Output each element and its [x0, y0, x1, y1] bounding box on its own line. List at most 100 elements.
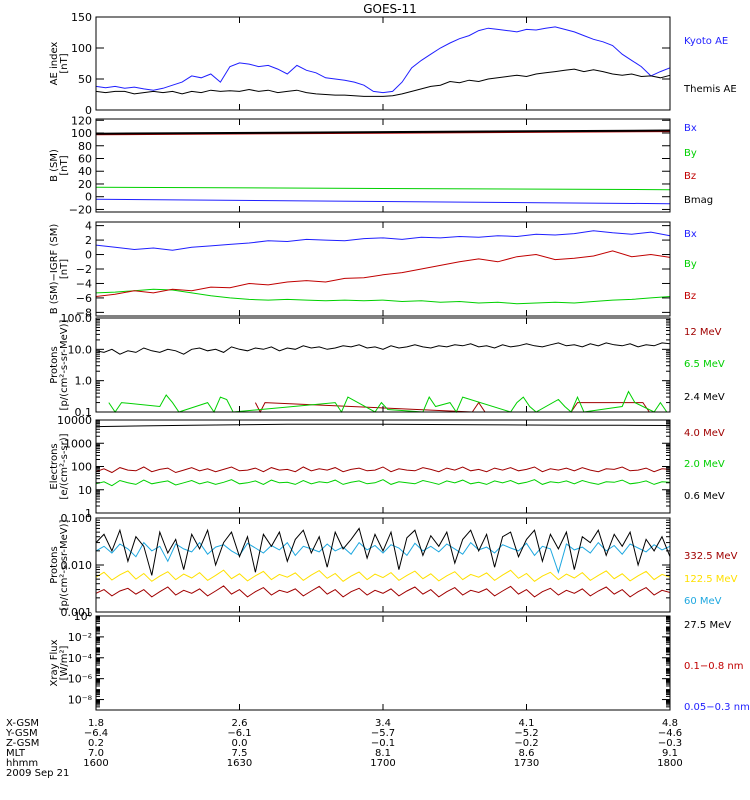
x-axis-tick-label: 4.8: [662, 718, 678, 729]
y-axis-label-line: B (SM): [49, 149, 60, 182]
y-axis-label-line: [p/(cm²-s-sr-MeV)]: [59, 319, 70, 410]
y-tick-label: 1000: [64, 437, 92, 450]
x-axis-tick-label: 9.1: [662, 748, 678, 759]
panel-5: 1 10 100 1000 10000 Electrons[e/(cm²-s-sr)] 4.…: [49, 414, 725, 520]
y-tick-label: 2: [85, 234, 92, 247]
y-axis-label: Xray Flux[W/m²]: [49, 639, 70, 686]
y-tick-label: −6: [76, 292, 92, 305]
y-axis-label-line: [p/(cm²-s-sr-MeV)]: [59, 519, 70, 610]
y-tick-label: 80: [78, 140, 92, 153]
series-line-4-1: [254, 401, 650, 414]
y-axis-label-line: [nT]: [59, 53, 70, 73]
y-tick-label: 100.0: [61, 312, 93, 325]
y-tick-label: 50: [78, 73, 92, 86]
y-tick-label: 0: [85, 104, 92, 117]
legend-label: 0.6 MeV: [684, 491, 725, 502]
y-axis-label: Protons[p/(cm²-s-sr-MeV)]: [49, 519, 70, 610]
x-axis-tick-label: 2.6: [232, 718, 248, 729]
y-tick-label: −20: [69, 203, 92, 216]
y-axis-label-line: AE index: [49, 42, 60, 86]
series-line-4-2: [108, 390, 668, 414]
x-axis-tick-label: 1.8: [88, 718, 104, 729]
x-axis-tick-label: −5.7: [371, 728, 395, 739]
y-tick-label: 10.0: [68, 343, 93, 356]
series-line-5-2: [95, 479, 671, 487]
x-axis-date: 2009 Sep 21: [6, 768, 69, 779]
y-tick-label: 10: [78, 484, 92, 497]
x-axis-tick-label: 1600: [83, 758, 108, 769]
series-line-6-1: [95, 585, 671, 598]
y-tick-label: 0.001: [61, 606, 93, 619]
y-axis-label-line: [e/(cm²-s-sr)]: [59, 433, 70, 499]
legend-label: Bx: [684, 123, 697, 134]
x-axis-tick-label: 4.1: [519, 718, 535, 729]
x-axis-tick-label: 1630: [227, 758, 252, 769]
series-line-3-3: [95, 250, 671, 297]
x-axis-tick-label: −0.3: [658, 738, 682, 749]
x-axis-tick-label: 1800: [657, 758, 682, 769]
legend-label: By: [684, 148, 697, 159]
legend-label: Bz: [684, 171, 696, 182]
series-line-1-1: [95, 26, 671, 94]
y-tick-label: 1.0: [75, 375, 93, 388]
y-axis-label-line: B (SM)−IGRF (SM): [49, 224, 60, 315]
x-axis-tick-label: −6.1: [227, 728, 251, 739]
y-tick-label: 4: [85, 220, 92, 233]
series-line-6-2: [95, 569, 671, 582]
x-axis-tick-label: 8.6: [519, 748, 535, 759]
y-axis-label: AE index[nT]: [49, 42, 70, 86]
legend-label: 2.4 MeV: [684, 392, 725, 403]
y-tick-label: 10⁻⁸: [68, 694, 93, 707]
x-axis-row-label: hhmm: [6, 758, 38, 769]
x-axis-row-label: X-GSM: [6, 718, 39, 729]
x-axis-tick-label: −0.2: [514, 738, 538, 749]
panel-frame: [95, 317, 671, 413]
legend-label: 27.5 MeV: [684, 620, 731, 631]
y-tick-label: 10⁻⁴: [68, 652, 93, 665]
y-tick-label: −4: [76, 277, 92, 290]
y-tick-label: 150: [71, 11, 92, 24]
legend-label: 4.0 MeV: [684, 428, 725, 439]
panel-6: 0.0010.0100.100Protons[p/(cm²-s-sr-MeV)]…: [49, 512, 738, 631]
x-axis-row-label: Z-GSM: [6, 738, 39, 749]
y-tick-label: 40: [78, 165, 92, 178]
y-tick-label: −2: [76, 263, 92, 276]
y-tick-label: −8: [76, 306, 92, 319]
y-axis-label-line: Protons: [49, 346, 60, 383]
legend-label: 122.5 MeV: [684, 574, 738, 585]
panel-4: 0.11.010.0100.0Protons[p/(cm²-s-sr-MeV)]…: [49, 312, 725, 419]
y-tick-label: 10000: [57, 414, 92, 427]
legend-label: Kyoto AE: [684, 36, 728, 47]
x-axis-tick-label: −6.4: [84, 728, 108, 739]
x-axis-tick-label: 7.5: [232, 748, 248, 759]
y-tick-label: 100: [71, 127, 92, 140]
y-axis-label: Protons[p/(cm²-s-sr-MeV)]: [49, 319, 70, 410]
y-tick-label: 100: [71, 461, 92, 474]
legend-label: 0.1−0.8 nm: [684, 661, 743, 672]
series-line-4-3: [95, 342, 671, 355]
y-tick-label: 10⁰: [74, 610, 93, 623]
x-axis-tick-label: 7.0: [88, 748, 104, 759]
y-tick-label: 10⁻⁶: [68, 673, 93, 686]
series-line-5-1: [95, 466, 671, 474]
legend-label: 0.05−0.3 nm: [684, 702, 750, 713]
series-line-2-4: [95, 129, 671, 135]
legend-label: By: [684, 259, 697, 270]
y-tick-label: 120: [71, 114, 92, 127]
y-tick-label: 0.1: [75, 406, 93, 419]
legend-label: Bmag: [684, 195, 713, 206]
y-tick-label: 0.100: [61, 512, 93, 525]
y-axis-label-line: [W/m²]: [59, 645, 70, 680]
y-tick-label: 20: [78, 178, 92, 191]
x-axis-tick-label: 0.0: [232, 738, 248, 749]
legend-label: Bx: [684, 229, 697, 240]
x-axis-tick-label: 3.4: [375, 718, 391, 729]
x-axis-row-label: Y-GSM: [5, 728, 38, 739]
x-axis-tick-label: 1700: [370, 758, 395, 769]
y-axis-label-line: Electrons: [49, 443, 60, 489]
panel-3: −8−6 −4−20 24 B (SM)−IGRF (SM)[nT] Bx By Bz: [49, 220, 697, 320]
y-axis-label: Electrons[e/(cm²-s-sr)]: [49, 433, 70, 499]
y-axis-label: B (SM)[nT]: [49, 149, 70, 182]
